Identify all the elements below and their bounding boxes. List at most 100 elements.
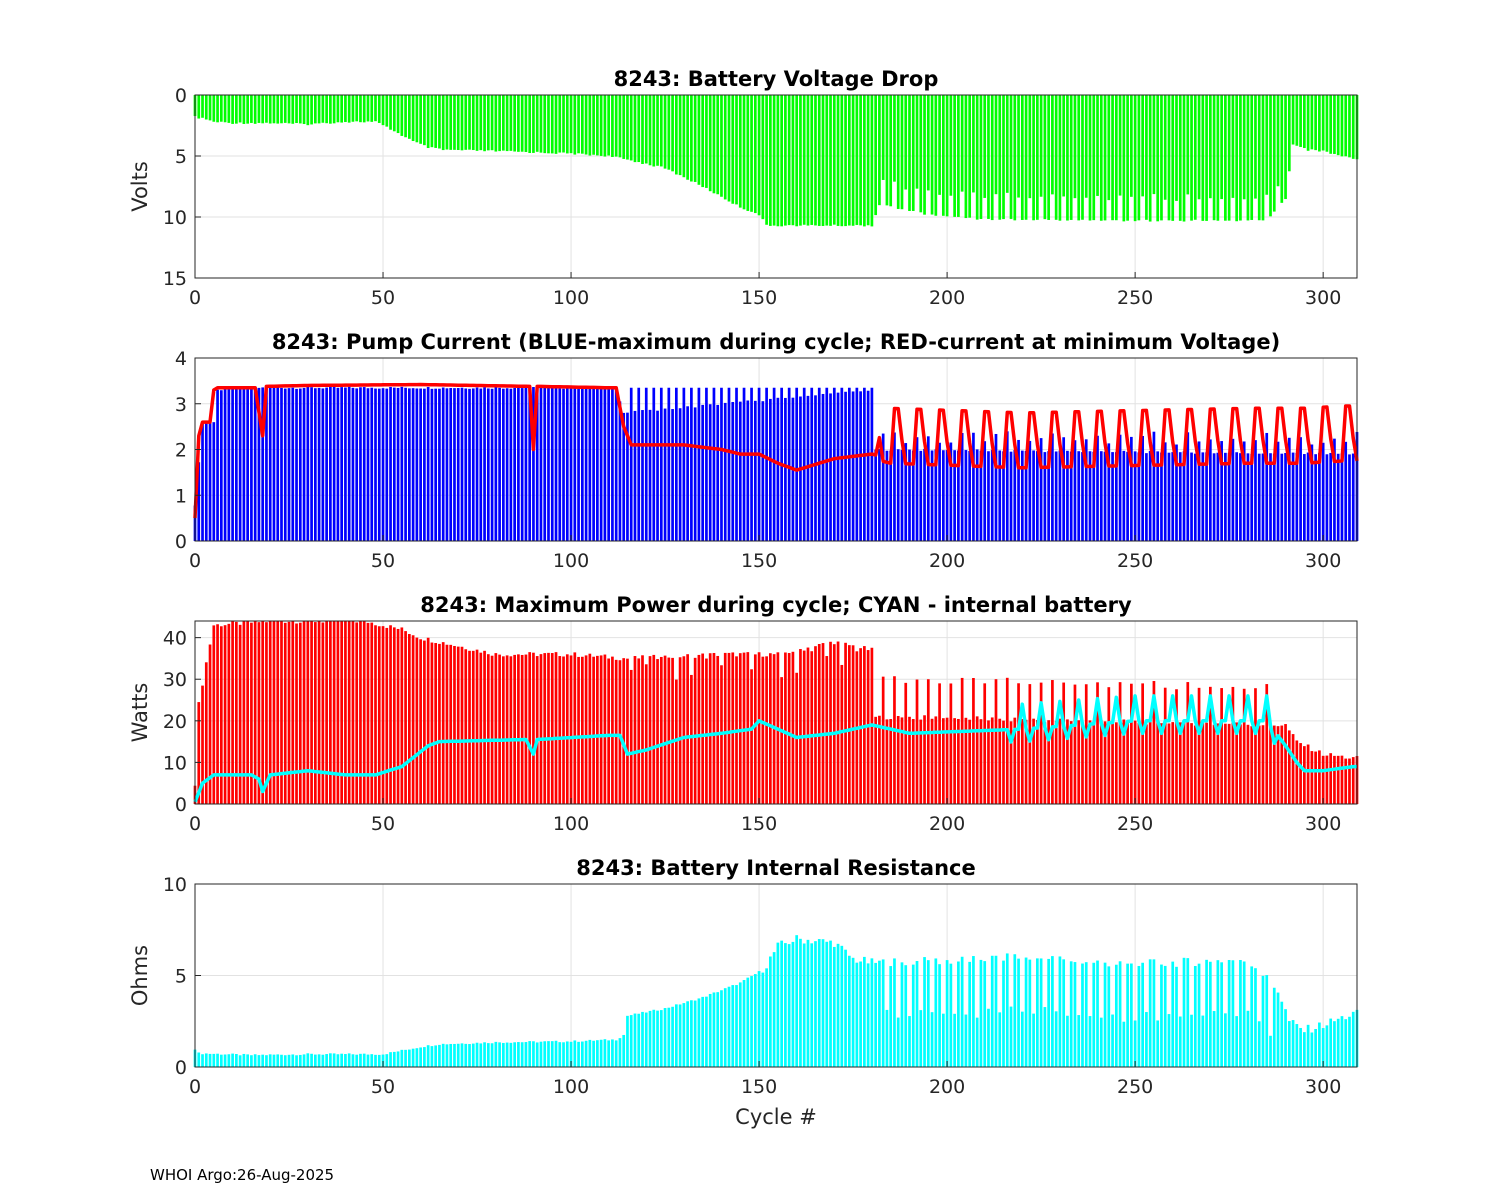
bar — [1028, 440, 1032, 541]
bar — [329, 1053, 332, 1067]
bar — [611, 95, 614, 157]
bar — [562, 95, 565, 153]
bar — [1171, 95, 1175, 221]
bar — [994, 95, 998, 195]
x-tick-label: 200 — [929, 550, 965, 572]
bar — [1242, 95, 1246, 200]
bar — [392, 387, 396, 541]
bar — [1137, 965, 1141, 1067]
bar — [287, 388, 291, 541]
bar — [1306, 1024, 1310, 1067]
bar — [306, 621, 310, 804]
bar — [426, 95, 430, 149]
bar — [821, 393, 825, 541]
bar — [1208, 439, 1212, 541]
bar — [204, 95, 208, 120]
bar — [1133, 451, 1137, 541]
bar — [663, 655, 667, 804]
bar — [1235, 722, 1239, 804]
bar — [1002, 960, 1005, 1067]
bar — [611, 1039, 614, 1067]
bar — [298, 388, 302, 541]
bar — [1118, 682, 1122, 804]
bar — [445, 388, 449, 541]
x-tick-label: 250 — [1117, 287, 1153, 309]
bar — [847, 955, 851, 1067]
bar — [212, 1053, 216, 1067]
bar — [543, 653, 547, 804]
bar — [1231, 686, 1235, 804]
bar — [1235, 452, 1239, 541]
bar — [667, 95, 671, 170]
bar — [1175, 689, 1178, 804]
bar — [953, 1013, 956, 1067]
bar — [419, 388, 422, 541]
bar — [690, 387, 693, 541]
bar — [667, 387, 671, 541]
bar — [1280, 1001, 1284, 1067]
bar — [1242, 441, 1246, 541]
bar — [204, 1053, 208, 1067]
bar — [449, 1043, 453, 1067]
bar — [998, 95, 1002, 220]
bar — [1336, 453, 1340, 541]
bar — [720, 95, 723, 197]
bar — [562, 656, 565, 804]
bar — [374, 625, 377, 804]
bar — [633, 410, 637, 541]
bar — [772, 95, 776, 226]
bar — [787, 653, 791, 804]
y-tick-label: 10 — [163, 752, 187, 774]
bar — [1039, 958, 1043, 1067]
bar — [1047, 958, 1050, 1067]
bar — [468, 388, 471, 541]
bar — [313, 1054, 317, 1067]
bar — [859, 95, 862, 226]
bar — [780, 95, 783, 227]
bar — [772, 952, 776, 1067]
bar — [938, 683, 941, 804]
bar — [1096, 95, 1099, 196]
bar — [272, 95, 276, 124]
bar — [426, 387, 430, 541]
bar — [1066, 450, 1069, 541]
bar — [355, 95, 359, 122]
bar — [441, 387, 445, 541]
bar — [419, 95, 422, 144]
bar — [1077, 1015, 1081, 1067]
bar — [1325, 755, 1329, 804]
bar — [1107, 687, 1111, 804]
x-tick-label: 150 — [741, 1076, 777, 1098]
bar — [705, 387, 708, 541]
bar — [532, 95, 535, 153]
bar — [1051, 95, 1054, 195]
bar — [1318, 750, 1321, 804]
bar — [486, 654, 490, 804]
bar — [990, 95, 994, 221]
bar — [915, 961, 919, 1067]
bar — [355, 1054, 359, 1067]
bar — [201, 1054, 204, 1067]
bar — [975, 95, 979, 220]
bar — [359, 1053, 362, 1067]
bar — [1269, 95, 1272, 217]
bar — [1284, 452, 1287, 541]
bar — [453, 95, 456, 150]
bar — [765, 968, 768, 1067]
bar — [411, 635, 415, 804]
bar — [283, 388, 287, 541]
bar — [1208, 686, 1212, 804]
bar — [227, 1054, 231, 1067]
bar — [216, 624, 219, 804]
bar — [750, 387, 753, 541]
bar — [1103, 962, 1107, 1067]
bar — [479, 652, 483, 804]
bar — [1295, 740, 1299, 804]
bar — [727, 986, 731, 1067]
bar — [746, 95, 750, 211]
bar — [738, 401, 742, 541]
bar — [494, 653, 498, 804]
bar — [329, 386, 332, 541]
bar — [1329, 452, 1333, 541]
bar — [419, 1047, 422, 1067]
